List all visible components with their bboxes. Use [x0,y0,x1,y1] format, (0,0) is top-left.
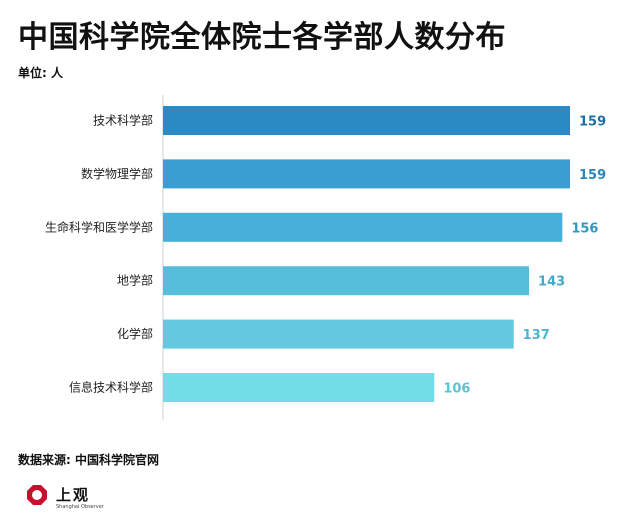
publisher-logo: 上观 Shanghai Observer [26,482,136,516]
data-label: 137 [523,328,550,343]
bar [163,266,530,296]
bar [163,106,570,135]
category-label: 生命科学和医学学部 [45,219,153,234]
bar [163,212,563,242]
logo-subtext: Shanghai Observer [56,504,104,510]
data-label: 106 [443,382,470,397]
category-label: 化学部 [117,326,153,341]
category-label: 信息技术科学部 [69,380,153,395]
data-label: 156 [571,221,598,236]
bar [163,319,514,349]
bar [163,159,570,189]
bar [163,373,435,402]
unit-label: 单位: 人 [18,66,63,80]
chart-title: 中国科学院全体院士各学部人数分布 [18,20,506,55]
category-label: 地学部 [117,273,153,288]
category-label: 数学物理学部 [81,166,153,181]
data-label: 143 [538,275,565,290]
data-source: 数据来源: 中国科学院官网 [18,453,159,467]
data-label: 159 [579,115,606,130]
logo-text: 上观 [56,486,91,504]
logo-mark-icon [27,485,47,505]
data-label: 159 [579,168,606,183]
category-label: 技术科学部 [93,113,153,128]
